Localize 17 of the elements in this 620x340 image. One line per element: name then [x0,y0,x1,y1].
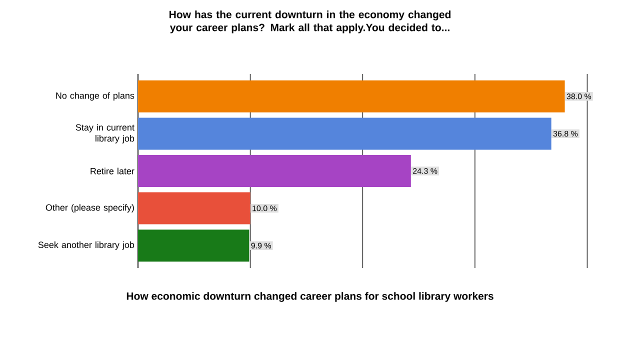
y-tick-label: No change of plans [56,92,134,101]
data-label: 9.9 % [251,242,272,248]
data-label: 36.8 % [553,130,578,137]
data-label: 38.0 % [566,94,592,100]
bar [138,192,250,224]
y-tick-label: Other (please specify) [46,204,134,213]
data-label: 10.0 % [252,205,277,212]
bar [138,230,250,262]
text: How economic downturn changed career plans for school library workers [126,292,494,302]
y-tick-label: Seek another library job [38,241,134,250]
y-tick-label: Stay in current library job [76,124,134,144]
bar [138,118,552,150]
bar [138,80,565,112]
y-tick-label: Retire later [90,168,134,174]
chart-title: How has the current downturn in the economy changed your career plans? Mark all that apply.You decided to... [170,10,450,34]
data-label: 24.3 % [413,168,438,174]
bar [138,155,411,188]
